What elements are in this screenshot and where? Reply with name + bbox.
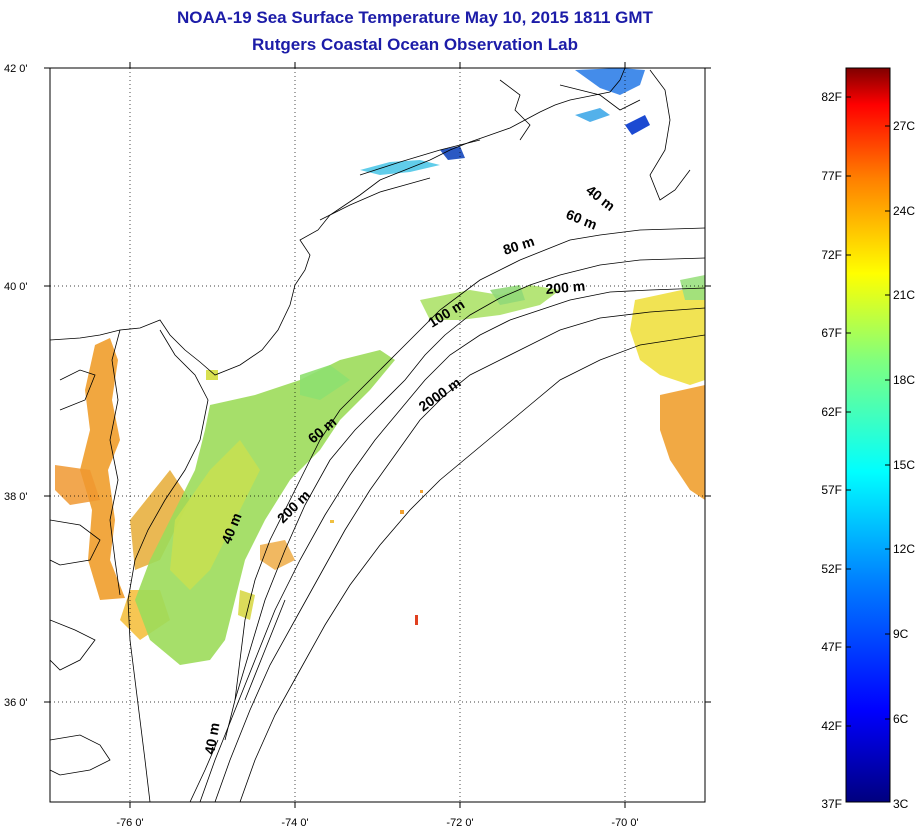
lat-label: 40 0' [4,281,28,293]
colorbar-f-label: 57F [821,483,842,497]
colorbar-f-label: 77F [821,169,842,183]
coastline-layer [50,68,705,802]
isobath-label: 40 m [583,182,618,214]
latitude-labels: 42 0' 40 0' 38 0' 36 0' [4,63,28,709]
colorbar-f-labels: 82F 77F 72F 67F 62F 57F 52F 47F 42F 37F [821,90,842,811]
shelf-sst [135,350,395,665]
colorbar-f-label: 52F [821,562,842,576]
lat-label: 42 0' [4,63,28,75]
isobath-label: 2000 m [416,374,464,414]
colorbar-c-label: 18C [893,373,915,387]
lon-label: -74 0' [281,817,308,829]
colorbar-f-label: 62F [821,405,842,419]
map-frame [49,67,706,803]
isobath-80m [199,287,705,802]
axis-ticks [44,62,711,808]
isobath-label: 40 m [201,721,222,755]
lon-label: -76 0' [116,817,143,829]
lon-label: -72 0' [446,817,473,829]
map-title: NOAA-19 Sea Surface Temperature May 10, … [177,8,653,27]
chesapeake-sst [80,338,125,600]
graticule [50,68,705,802]
sst-data-layer [55,68,705,665]
longitude-labels: -76 0' -74 0' -72 0' -70 0' [116,817,638,829]
colorbar [845,67,891,803]
colorbar-c-label: 15C [893,458,915,472]
isobath-label: 200 m [545,278,586,297]
colorbar-f-label: 82F [821,90,842,104]
colorbar-f-label: 42F [821,719,842,733]
colorbar-ticks [846,96,890,727]
colorbar-f-label: 37F [821,797,842,811]
lat-label: 36 0' [4,697,28,709]
colorbar-f-label: 72F [821,248,842,262]
colorbar-f-label: 67F [821,326,842,340]
colorbar-f-label: 47F [821,640,842,654]
isobath-200m [214,307,705,802]
colorbar-c-label: 24C [893,204,915,218]
isobath-40m [234,227,705,701]
isobath-60m [224,257,705,741]
map-subtitle: Rutgers Coastal Ocean Observation Lab [252,35,578,54]
colorbar-c-label: 21C [893,288,915,302]
colorbar-c-labels: 27C 24C 21C 18C 15C 12C 9C 6C 3C [893,119,915,811]
colorbar-c-label: 3C [893,797,909,811]
isobath-label: 60 m [564,206,600,233]
isobath-label: 80 m [501,233,536,258]
colorbar-c-label: 12C [893,542,915,556]
gulf-stream-sst [630,285,705,385]
coastline [50,68,626,376]
lon-label: -70 0' [611,817,638,829]
colorbar-c-label: 6C [893,712,909,726]
colorbar-c-label: 27C [893,119,915,133]
lat-label: 38 0' [4,491,28,503]
colorbar-c-label: 9C [893,627,909,641]
isobath-2000m [239,334,705,802]
